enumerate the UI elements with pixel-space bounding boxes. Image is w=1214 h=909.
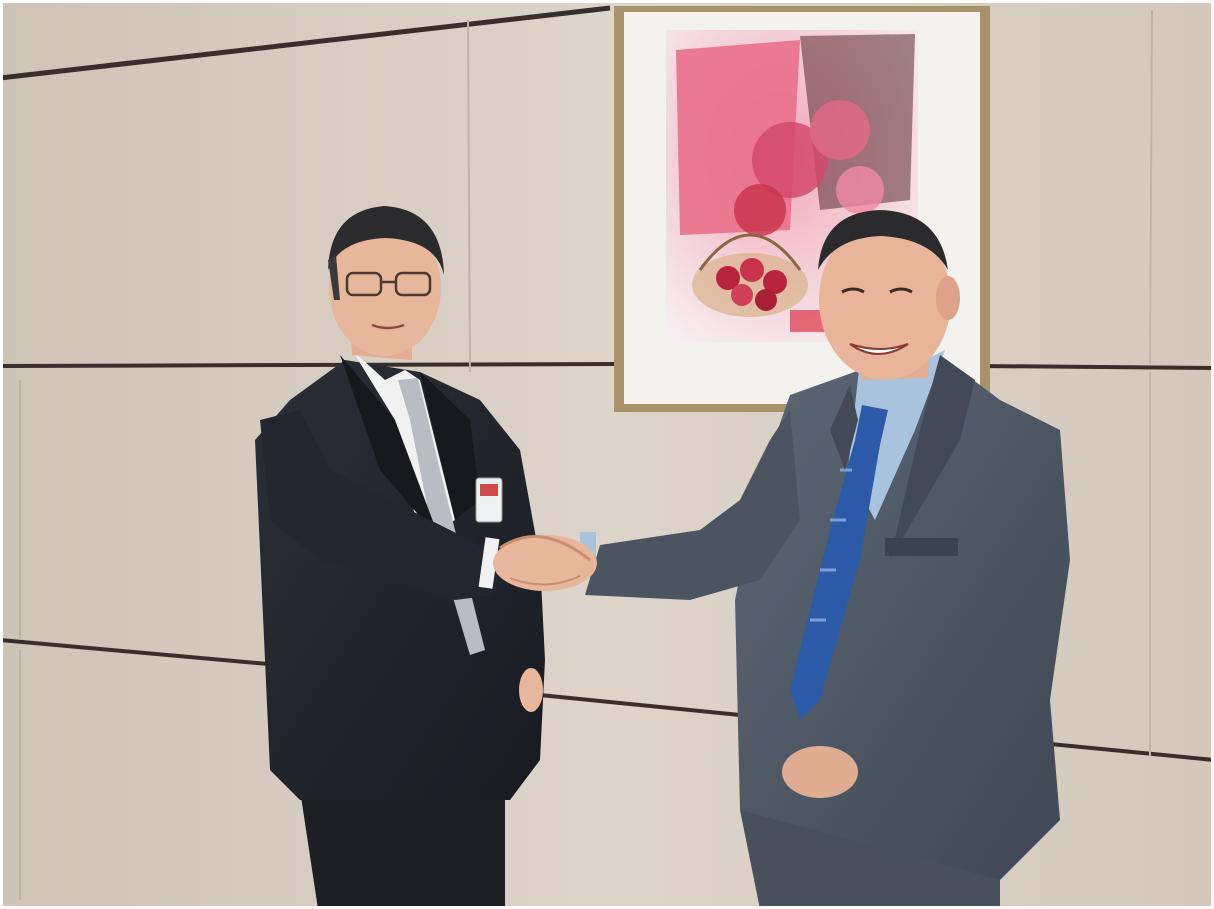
framed-painting — [614, 6, 990, 412]
panel-seam — [0, 362, 616, 368]
handshake — [493, 535, 597, 591]
man-right — [580, 210, 1070, 909]
panel-seam — [0, 638, 291, 668]
panel-seam — [979, 364, 1214, 370]
panel-seam — [539, 693, 741, 717]
man-left — [255, 206, 545, 909]
panel-seam — [1149, 9, 1153, 365]
panel-seam — [467, 19, 471, 373]
panel-seam — [0, 5, 611, 81]
